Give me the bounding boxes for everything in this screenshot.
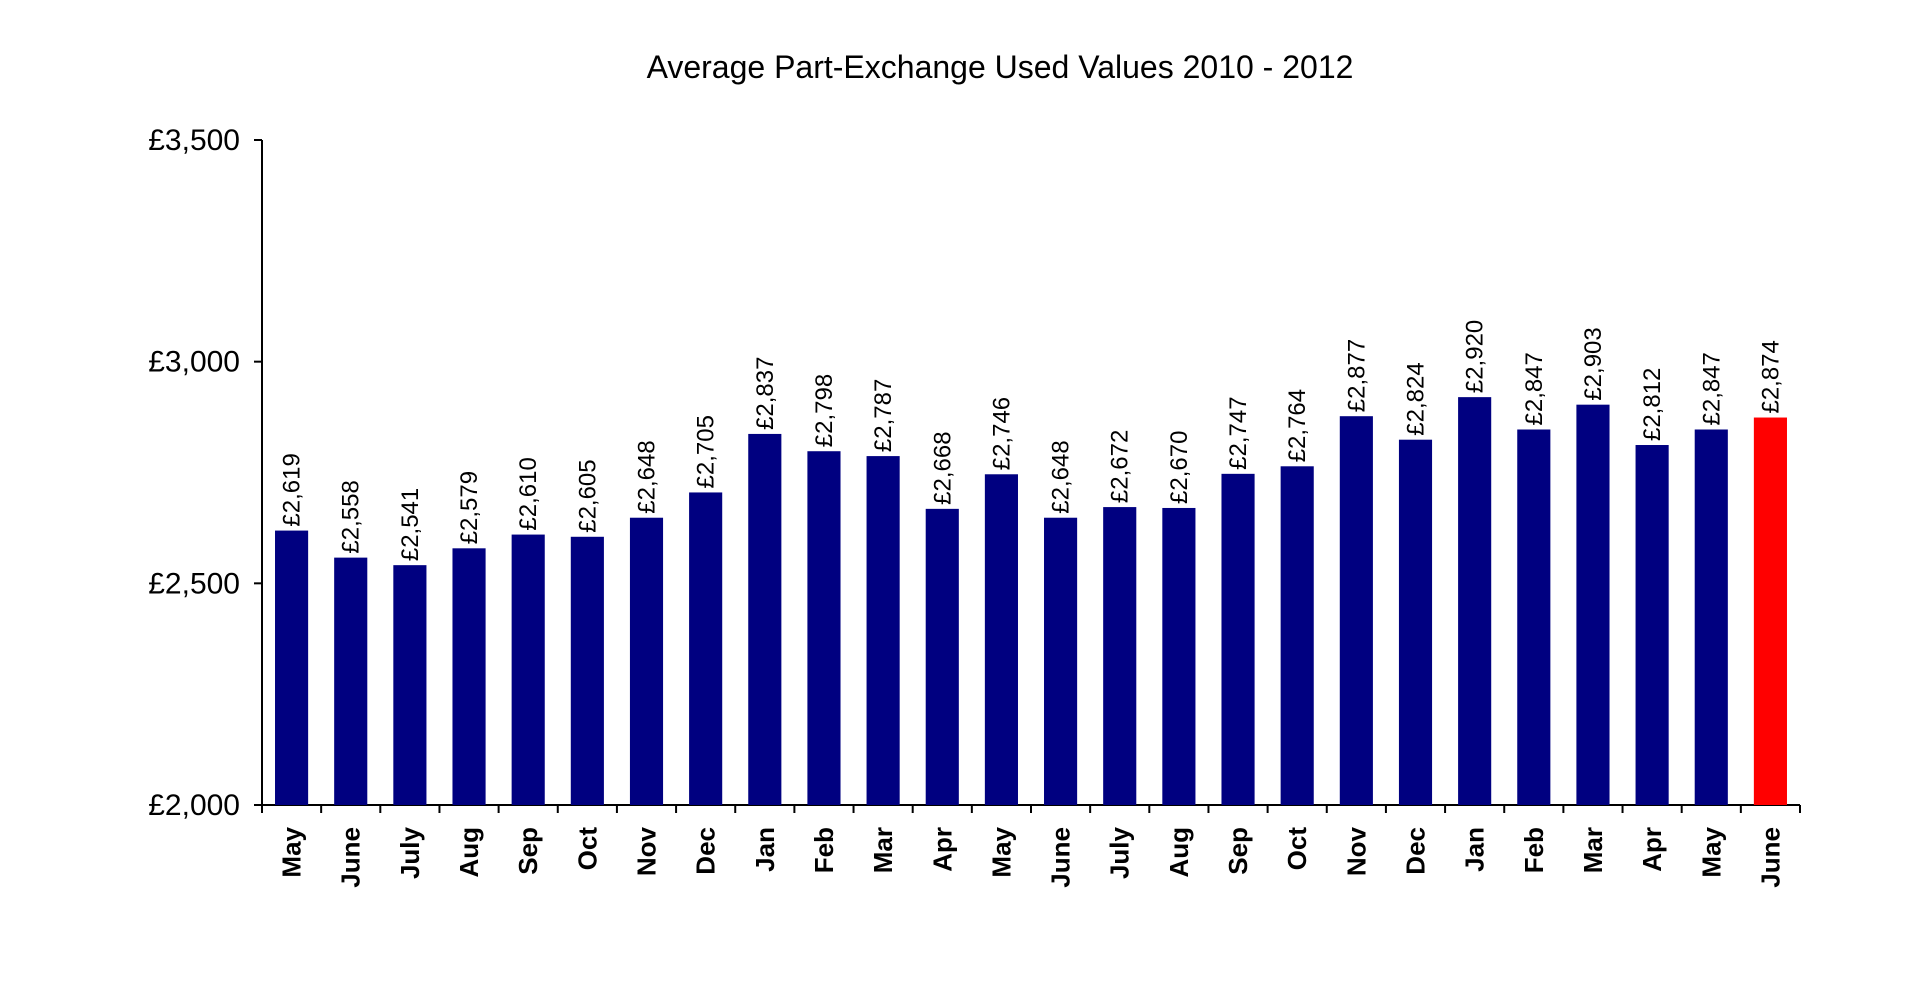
data-label: £2,705	[693, 415, 720, 488]
x-tick-label: Oct	[1282, 827, 1312, 871]
x-tick-label: Jan	[1460, 827, 1490, 872]
data-label: £2,670	[1166, 431, 1193, 504]
bar	[1162, 507, 1196, 805]
bar	[1280, 466, 1314, 805]
bar	[866, 456, 900, 805]
data-label: £2,877	[1343, 339, 1370, 412]
x-tick-label: Apr	[927, 827, 957, 872]
y-axis: £2,000 £2,500 £3,000 £3,500	[148, 124, 263, 822]
y-tick-label: £2,000	[148, 789, 240, 822]
x-tick-label: Dec	[1401, 827, 1431, 875]
x-tick-label: Sep	[513, 827, 543, 875]
data-label: £2,579	[456, 471, 483, 544]
bar	[807, 451, 841, 805]
x-tick-label: Feb	[809, 827, 839, 873]
bar	[748, 433, 782, 805]
bar	[629, 517, 664, 805]
bar	[334, 557, 368, 805]
data-label: £2,903	[1580, 327, 1607, 400]
data-label: £2,837	[752, 357, 779, 430]
bar	[1753, 417, 1787, 805]
bar	[1339, 416, 1373, 805]
bar	[1221, 473, 1255, 805]
data-label: £2,874	[1757, 340, 1784, 413]
x-tick-label: Feb	[1519, 827, 1549, 873]
bar	[511, 534, 545, 805]
data-label: £2,847	[1521, 352, 1548, 425]
bar	[1694, 429, 1728, 805]
x-tick-label: July	[1105, 826, 1135, 879]
data-label: £2,764	[1284, 389, 1311, 462]
x-tick-label: May	[986, 826, 1016, 877]
data-label: £2,648	[1048, 440, 1075, 513]
bar	[393, 565, 427, 805]
data-label: £2,746	[988, 397, 1015, 470]
x-tick-label: May	[277, 826, 307, 877]
data-label: £2,798	[811, 374, 838, 447]
data-label: £2,812	[1639, 368, 1666, 441]
data-label: £2,619	[279, 453, 306, 526]
data-label: £2,672	[1107, 430, 1134, 503]
bar	[1044, 517, 1078, 805]
bar	[275, 530, 309, 805]
x-tick-label: May	[1696, 826, 1726, 877]
x-tick-label: June	[1755, 827, 1785, 888]
bar	[1398, 439, 1433, 805]
x-tick-label: Sep	[1223, 827, 1253, 875]
y-tick-label: £2,500	[148, 567, 240, 600]
x-tick-label: Mar	[868, 827, 898, 873]
data-label: £2,747	[1225, 396, 1252, 469]
data-label: £2,920	[1462, 320, 1489, 393]
x-tick-label: Aug	[1164, 827, 1194, 878]
x-tick-label: June	[1046, 827, 1076, 888]
data-label: £2,847	[1698, 352, 1725, 425]
data-label: £2,605	[574, 459, 601, 532]
x-tick-label: Aug	[454, 827, 484, 878]
chart-title: Average Part-Exchange Used Values 2010 -…	[647, 49, 1354, 85]
bar	[925, 508, 959, 805]
data-label: £2,541	[397, 488, 424, 561]
x-axis: May June July Aug Sep Oct Nov Dec Jan Feb Mar Apr Ma…	[261, 804, 1801, 888]
data-labels-group: £2,619 £2,558 £2,541 £2,579 £2,610 £2,605 £2,6…	[279, 320, 1785, 561]
bar	[984, 474, 1018, 805]
x-tick-label: Oct	[572, 827, 602, 871]
x-tick-label: June	[336, 827, 366, 888]
x-tick-label: Apr	[1637, 827, 1667, 872]
x-tick-label: Mar	[1578, 827, 1608, 873]
bar	[1103, 507, 1137, 805]
data-label: £2,787	[870, 379, 897, 452]
bar	[1576, 404, 1610, 805]
x-tick-label: Nov	[632, 826, 662, 876]
data-label: £2,648	[634, 440, 661, 513]
y-tick-label: £3,000	[148, 346, 240, 379]
y-tick-label: £3,500	[148, 124, 240, 157]
x-tick-label: Jan	[750, 827, 780, 872]
data-label: £2,824	[1403, 362, 1430, 435]
data-label: £2,668	[929, 431, 956, 504]
bar	[689, 492, 723, 805]
bar	[1635, 445, 1669, 805]
bar	[1458, 397, 1492, 805]
x-tick-label: Nov	[1341, 826, 1371, 876]
data-label: £2,610	[515, 457, 542, 530]
bar	[570, 536, 604, 805]
x-tick-label: July	[395, 826, 425, 879]
data-label: £2,558	[338, 480, 365, 553]
x-tick-label: Dec	[691, 827, 721, 875]
bars-group	[275, 397, 1787, 805]
bar	[1517, 429, 1551, 805]
bar	[452, 548, 486, 805]
